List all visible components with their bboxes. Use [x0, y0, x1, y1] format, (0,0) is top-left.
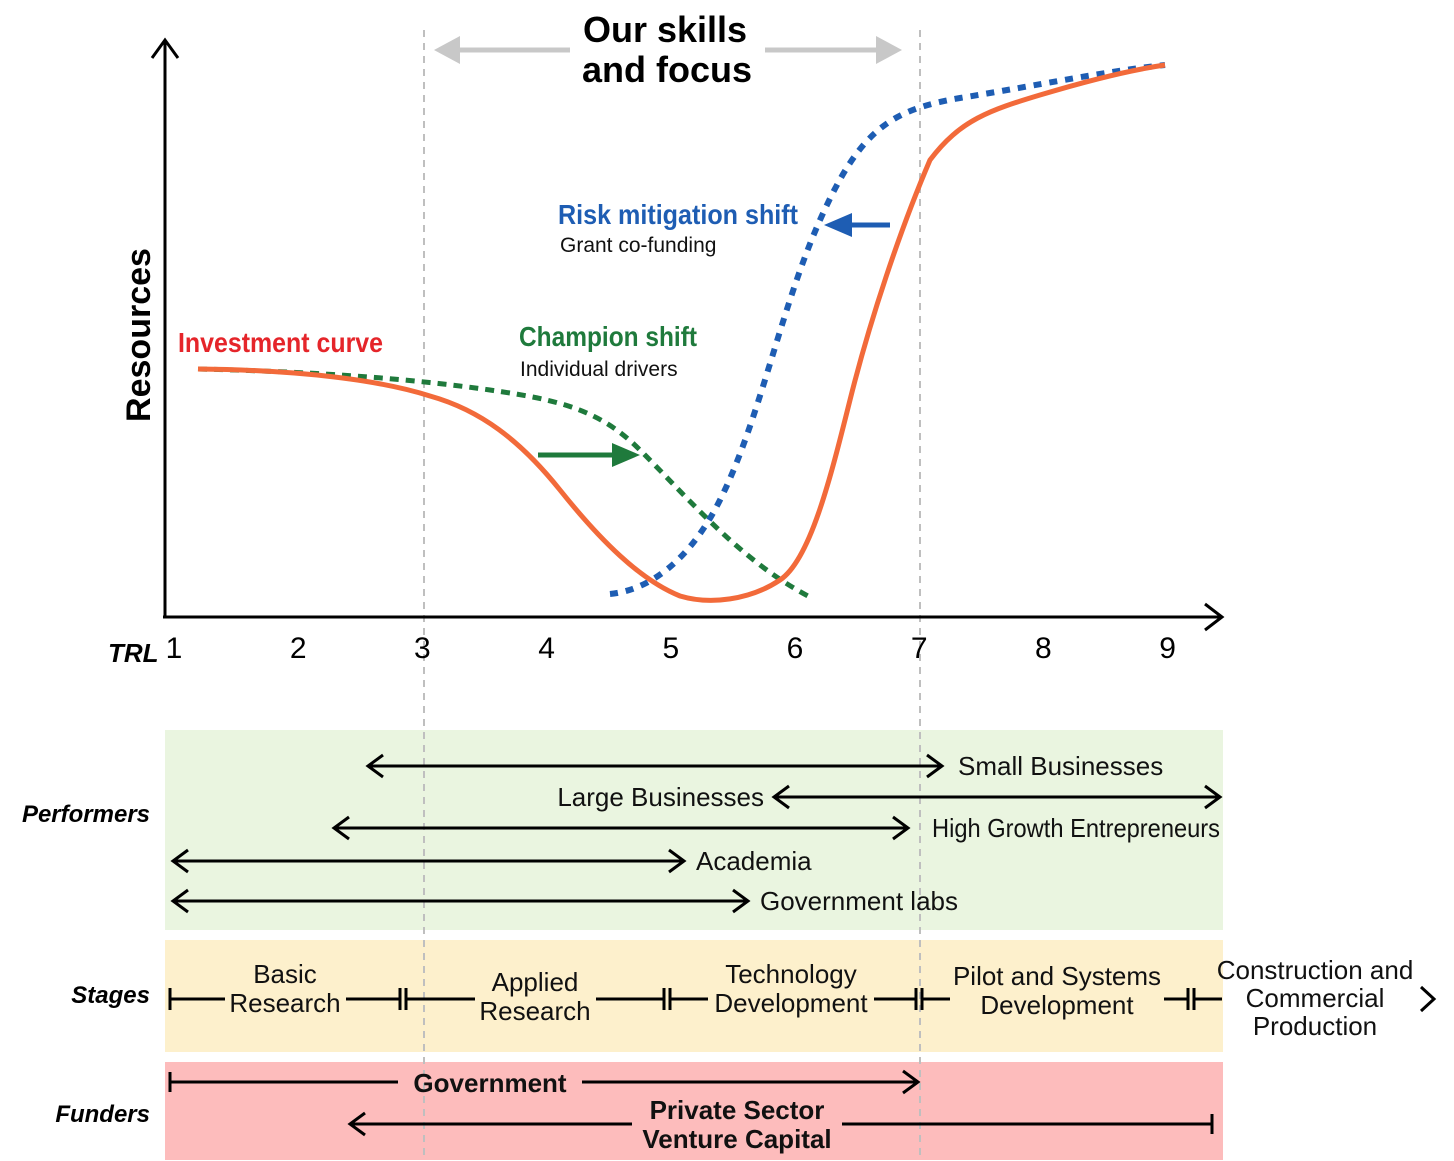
performers-label: Performers — [22, 801, 150, 828]
private-sector-label: Private Sector — [650, 1095, 825, 1125]
government-label: Government — [413, 1068, 566, 1098]
champion-shift-arrow — [538, 443, 640, 467]
x-tick-label: 6 — [787, 632, 804, 665]
x-tick-label: 7 — [911, 632, 928, 665]
risk-curve — [609, 62, 1166, 597]
stage-construction-1: Construction and — [1217, 955, 1414, 985]
stage-applied-2: Research — [479, 996, 590, 1026]
x-tick-label: 4 — [538, 632, 555, 665]
stage-construction-3: Production — [1253, 1011, 1377, 1041]
stage-construction-2: Commercial — [1246, 983, 1385, 1013]
gov-labs-label: Government labs — [760, 886, 958, 916]
x-tick-label: 1 — [166, 632, 183, 665]
title-line2: and focus — [582, 49, 752, 90]
funders-label: Funders — [55, 1101, 150, 1128]
x-tick-label: 9 — [1159, 632, 1176, 665]
stages-band — [165, 940, 1223, 1052]
x-tick-labels: 1 2 3 4 5 6 7 8 9 — [166, 632, 1176, 665]
stage-tech-2: Development — [714, 988, 868, 1018]
x-tick-label: 2 — [290, 632, 307, 665]
gov-labs-arrow — [170, 888, 751, 914]
funders-band — [165, 1062, 1223, 1160]
x-tick-label: 8 — [1035, 632, 1052, 665]
champion-shift-label: Champion shift — [519, 321, 697, 352]
investment-curve — [197, 62, 1166, 603]
focus-arrow-left — [434, 36, 570, 64]
stages-timeline — [168, 985, 1437, 1013]
stage-basic-2: Research — [229, 988, 340, 1018]
stage-tech-1: Technology — [725, 959, 857, 989]
small-businesses-arrow — [365, 753, 945, 779]
risk-shift-label: Risk mitigation shift — [558, 199, 798, 230]
investment-curve-label: Investment curve — [178, 327, 383, 358]
stage-applied-1: Applied — [492, 967, 579, 997]
risk-shift-arrow — [824, 213, 890, 237]
y-axis-label: Resources — [120, 248, 158, 422]
academia-arrow — [170, 848, 687, 874]
title-line1: Our skills — [583, 9, 747, 50]
high-growth-arrow — [331, 815, 911, 841]
stage-pilot-2: Development — [980, 990, 1134, 1020]
performers-band — [165, 730, 1223, 930]
x-axis — [163, 602, 1225, 632]
stage-basic-1: Basic — [253, 959, 317, 989]
venture-capital-label: Venture Capital — [642, 1124, 831, 1154]
high-growth-label: High Growth Entrepreneurs — [932, 813, 1220, 843]
focus-arrow-right — [765, 36, 902, 64]
large-businesses-arrow — [771, 784, 1223, 810]
risk-shift-sub: Grant co-funding — [560, 234, 716, 257]
x-tick-label: 5 — [662, 632, 679, 665]
x-tick-label: 3 — [414, 632, 431, 665]
champion-shift-sub: Individual drivers — [520, 358, 678, 381]
champion-curve — [197, 366, 810, 599]
academia-label: Academia — [696, 846, 812, 876]
large-businesses-label: Large Businesses — [557, 782, 764, 812]
small-businesses-label: Small Businesses — [958, 751, 1163, 781]
x-axis-label: TRL — [108, 638, 159, 668]
stage-pilot-1: Pilot and Systems — [953, 961, 1161, 991]
private-funding-arrow — [347, 1111, 1214, 1137]
y-axis — [150, 37, 180, 617]
stages-label: Stages — [71, 982, 150, 1009]
government-funding-arrow — [168, 1069, 921, 1095]
